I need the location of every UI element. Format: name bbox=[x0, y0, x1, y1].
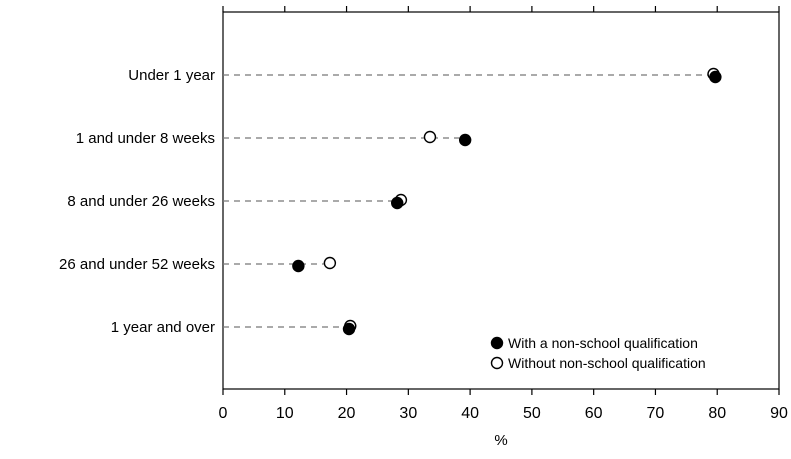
legend: With a non-school qualification Without n… bbox=[490, 335, 706, 371]
category-label: 8 and under 26 weeks bbox=[67, 193, 215, 210]
point-with-qualification bbox=[458, 133, 472, 147]
x-tick-label: 70 bbox=[647, 405, 665, 422]
x-axis-title: % bbox=[494, 432, 507, 449]
category-labels: Under 1 year 1 and under 8 weeks 8 and und… bbox=[59, 67, 215, 336]
x-tick-label: 60 bbox=[585, 405, 603, 422]
legend-label: Without non-school qualification bbox=[508, 355, 706, 371]
x-tick-label: 80 bbox=[708, 405, 726, 422]
plot-frame bbox=[222, 11, 780, 390]
point-with-qualification bbox=[709, 70, 722, 84]
category-label: 26 and under 52 weeks bbox=[59, 256, 215, 273]
x-tick-label: 0 bbox=[219, 405, 228, 422]
category-label: 1 year and over bbox=[111, 319, 215, 336]
legend-filled-circle-icon bbox=[490, 336, 504, 350]
legend-open-circle-icon bbox=[490, 356, 504, 370]
legend-label: With a non-school qualification bbox=[508, 335, 698, 351]
data-points bbox=[292, 67, 722, 336]
point-with-qualification bbox=[391, 196, 404, 210]
x-axis-ticks bbox=[222, 6, 780, 395]
x-tick-label: 10 bbox=[276, 405, 294, 422]
category-label: Under 1 year bbox=[128, 67, 215, 84]
x-tick-label: 40 bbox=[461, 405, 479, 422]
category-label: 1 and under 8 weeks bbox=[76, 130, 215, 147]
point-without-qualification bbox=[423, 130, 437, 144]
x-axis-tick-labels: 0 10 20 30 40 50 60 70 80 90 bbox=[219, 405, 788, 422]
x-tick-label: 20 bbox=[338, 405, 356, 422]
x-tick-label: 90 bbox=[770, 405, 788, 422]
point-with-qualification bbox=[292, 259, 305, 273]
point-without-qualification bbox=[323, 256, 337, 270]
x-tick-label: 30 bbox=[399, 405, 417, 422]
point-with-qualification bbox=[342, 322, 356, 336]
x-tick-label: 50 bbox=[523, 405, 541, 422]
connector-lines bbox=[223, 74, 710, 328]
